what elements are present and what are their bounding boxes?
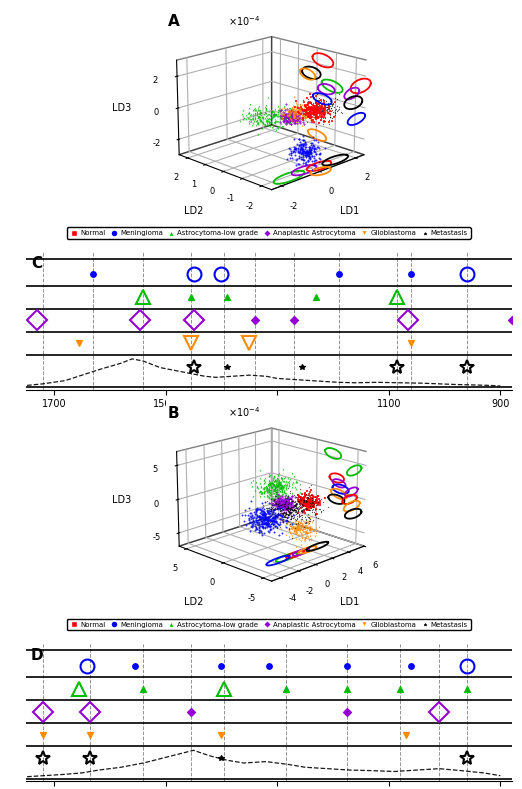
Text: D: D <box>31 648 43 663</box>
X-axis label: Wavenumber (cm$^{-1}$): Wavenumber (cm$^{-1}$) <box>210 415 327 432</box>
Text: A: A <box>168 14 180 29</box>
Y-axis label: LD2: LD2 <box>184 206 203 216</box>
Text: C: C <box>31 256 42 271</box>
Text: $\times\mathregular{10}^{-4}$: $\times\mathregular{10}^{-4}$ <box>228 406 260 419</box>
X-axis label: LD1: LD1 <box>340 206 359 216</box>
Text: $\times\mathregular{10}^{-4}$: $\times\mathregular{10}^{-4}$ <box>228 14 260 28</box>
Legend: Normal, Meningioma, Astrocytoma-low grade, Anaplastic Astrocytoma, Glioblastoma,: Normal, Meningioma, Astrocytoma-low grad… <box>67 619 471 630</box>
X-axis label: LD1: LD1 <box>340 597 359 608</box>
Legend: Normal, Meningioma, Astrocytoma-low grade, Anaplastic Astrocytoma, Glioblastoma,: Normal, Meningioma, Astrocytoma-low grad… <box>67 227 471 239</box>
Y-axis label: LD2: LD2 <box>184 597 203 608</box>
Text: B: B <box>168 406 180 421</box>
